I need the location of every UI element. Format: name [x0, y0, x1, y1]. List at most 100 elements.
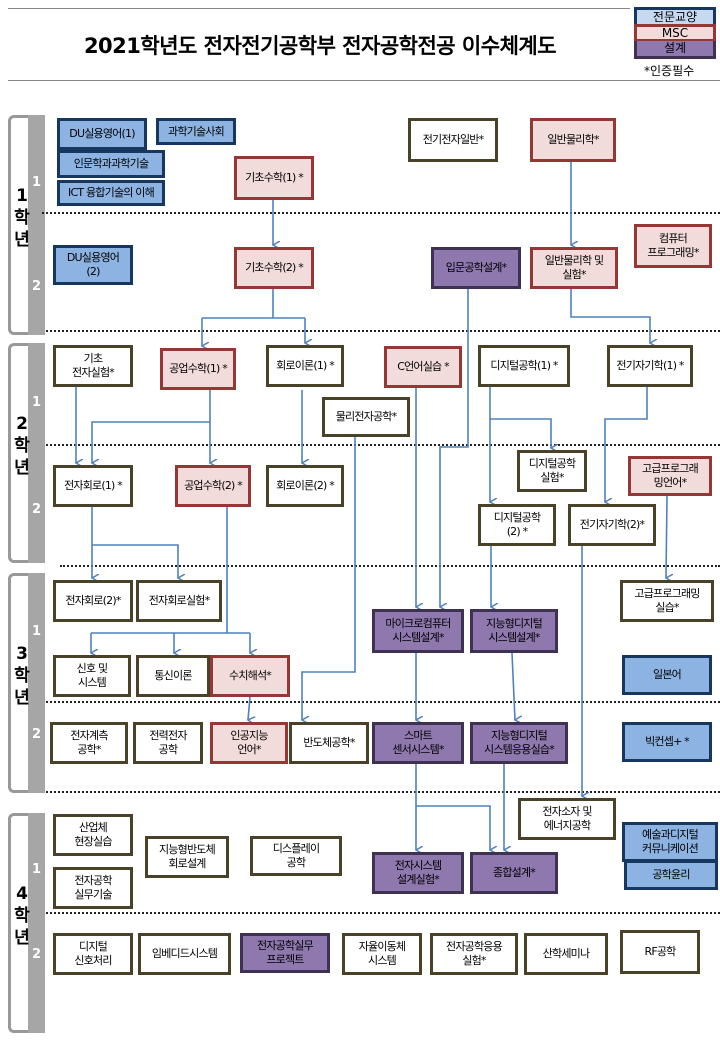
course-box: 전자소자 및 에너지공학 — [518, 798, 616, 840]
course-box: 지능형반도체 회로설계 — [145, 836, 229, 878]
course-box: 공학윤리 — [624, 860, 718, 890]
course-box: 고급프로그래밍 실습* — [620, 580, 714, 622]
course-box: 전자회로(1) * — [53, 465, 133, 507]
course-box: 전자계측 공학* — [50, 722, 128, 764]
semester-bar — [28, 813, 45, 1033]
year-frame — [8, 573, 44, 793]
semester-label: 2 — [31, 947, 42, 962]
prerequisite-arrow — [92, 544, 178, 578]
semester-bar — [28, 115, 45, 335]
semester-label: 1 — [31, 395, 42, 410]
course-box: 종합설계* — [470, 852, 558, 894]
year-label: 1 학 년 — [14, 186, 30, 250]
semester-divider — [46, 791, 720, 793]
legend-msc: MSC — [634, 24, 716, 42]
semester-bar — [28, 573, 45, 793]
course-box: 디지털공학(1) * — [478, 345, 570, 387]
year-frame — [8, 115, 44, 335]
course-box: 물리전자공학* — [322, 397, 410, 437]
course-box: 전자회로(2)* — [53, 580, 133, 622]
course-box: 전자공학 실무기술 — [53, 867, 133, 909]
course-box: 반도체공학* — [289, 722, 369, 764]
prerequisite-arrow — [416, 805, 490, 850]
course-box: DU실용영어 (2) — [53, 245, 133, 285]
header-top-rule — [8, 8, 630, 9]
semester-divider — [46, 444, 720, 446]
course-box: 산학세미나 — [524, 933, 608, 975]
course-box: 전자시스템 설계실험* — [372, 852, 464, 894]
prerequisite-arrow — [248, 696, 250, 720]
prerequisite-arrow — [92, 421, 210, 463]
prerequisite-arrow — [511, 652, 515, 720]
course-box: 전력전자 공학 — [133, 722, 203, 764]
semester-divider — [60, 565, 720, 567]
year-frame — [8, 813, 44, 1033]
year-frame — [8, 343, 44, 563]
semester-divider — [46, 330, 720, 332]
course-box: C언어실습 * — [384, 346, 462, 388]
course-box: 빅컨셉+ * — [622, 722, 712, 762]
semester-label: 2 — [31, 502, 42, 517]
course-box: ICT 융합기술의 이해 — [57, 180, 165, 206]
course-box: 자율이동체 시스템 — [342, 933, 422, 975]
page-title: 2021학년도 전자전기공학부 전자공학전공 이수체계도 — [83, 34, 557, 58]
course-box: 디지털공학 실험* — [517, 450, 587, 492]
course-box: 통신이론 — [136, 655, 210, 697]
course-box: 스마트 센서시스템* — [372, 722, 464, 764]
year-label: 3 학 년 — [14, 644, 30, 708]
course-box: 지능형디지털 시스템설계* — [470, 609, 558, 653]
course-box: 임베디드시스템 — [138, 933, 231, 975]
legend-gen: 전문교양 — [634, 7, 716, 25]
prerequisite-arrow — [605, 387, 648, 502]
semester-bar — [28, 343, 45, 563]
course-box: 마이크로컴퓨터 시스템설계* — [372, 609, 464, 653]
course-box: 컴퓨터 프로그래밍* — [634, 224, 712, 268]
semester-label: 1 — [31, 624, 42, 639]
course-box: 입문공학설계* — [431, 247, 521, 289]
prerequisite-arrow — [570, 289, 650, 343]
course-box: 지능형디지털 시스템응용실습* — [470, 722, 568, 764]
semester-label: 2 — [31, 727, 42, 742]
course-box: 공업수학(2) * — [175, 465, 251, 507]
year-label: 2 학 년 — [14, 414, 30, 478]
prerequisite-arrow — [302, 437, 356, 720]
course-box: DU실용영어(1) — [57, 118, 147, 150]
course-box: 일반물리학* — [530, 118, 616, 162]
course-box: 디지털 신호처리 — [53, 933, 133, 975]
semester-label: 2 — [31, 279, 42, 294]
prerequisite-arrow — [666, 495, 667, 578]
semester-label: 1 — [31, 175, 42, 190]
prerequisite-arrow — [440, 289, 469, 607]
semester-divider — [46, 701, 720, 703]
certification-note: *인증필수 — [644, 64, 695, 78]
course-box: 수치해석* — [210, 655, 290, 697]
course-box: 회로이론(1) * — [266, 345, 344, 387]
prerequisite-arrow — [490, 418, 551, 448]
course-box: 전자공학응용 실험* — [430, 933, 518, 975]
course-box: 예술과디지털 커뮤니케이션 — [622, 822, 718, 862]
course-box: 인문학과과학기술 — [57, 150, 165, 178]
header-bottom-rule — [8, 80, 720, 81]
course-box: 과학기술사회 — [156, 118, 236, 145]
year-label: 4 학 년 — [14, 884, 30, 948]
course-box: 기초수학(1) * — [234, 156, 314, 200]
course-box: 공업수학(1) * — [160, 348, 236, 390]
semester-divider — [46, 912, 720, 914]
course-box: 전자회로실험* — [136, 580, 222, 622]
course-box: 신호 및 시스템 — [53, 655, 131, 697]
course-box: RF공학 — [620, 930, 700, 974]
semester-divider — [42, 212, 720, 214]
course-box: 기초 전자실험* — [53, 345, 133, 387]
course-box: 기초수학(2) * — [234, 247, 314, 289]
course-box: 일반물리학 및 실험* — [530, 247, 618, 289]
course-box: 고급프로그래 밍언어* — [628, 456, 712, 496]
course-box: 인공지능 언어* — [210, 722, 288, 764]
course-box: 전기전자일반* — [408, 118, 498, 162]
course-box: 전기자기학(2)* — [568, 504, 656, 546]
legend-design: 설계 — [634, 41, 716, 59]
course-box: 전자공학실무 프로젝트 — [240, 933, 330, 973]
course-box: 디지털공학 (2) * — [478, 504, 556, 546]
course-box: 디스플레이 공학 — [250, 836, 342, 876]
course-box: 일본어 — [622, 655, 712, 695]
